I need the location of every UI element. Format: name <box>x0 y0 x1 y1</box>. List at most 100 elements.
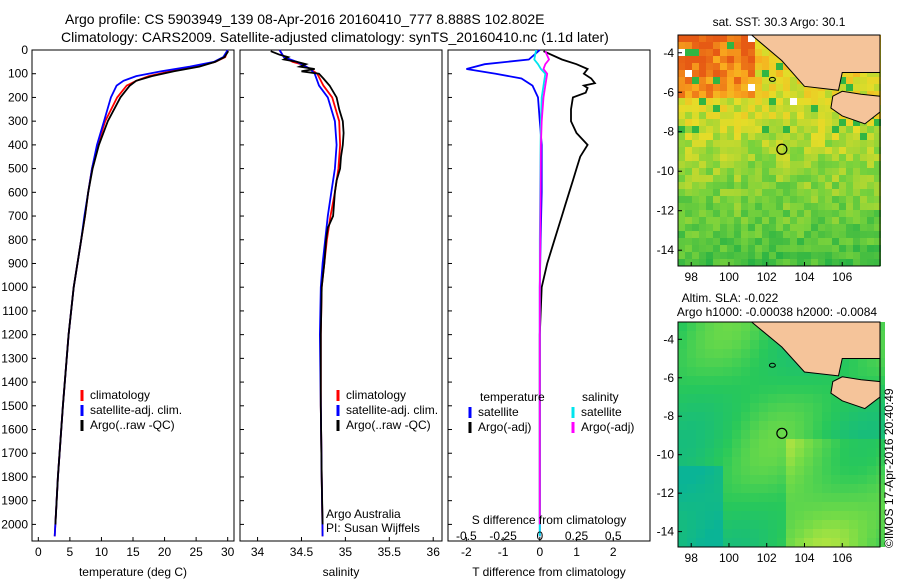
map-cell <box>732 502 741 511</box>
map-cell <box>734 49 741 56</box>
map-cell <box>687 520 696 529</box>
map-cell <box>783 70 790 77</box>
map-cell <box>759 394 768 403</box>
map-cell <box>832 119 839 126</box>
map-cell <box>762 77 769 84</box>
map-cell <box>825 189 832 196</box>
map-cell <box>759 430 768 439</box>
map-cell <box>706 119 713 126</box>
map-cell <box>797 161 804 168</box>
map-cell <box>750 484 759 493</box>
map-cell <box>786 529 795 538</box>
map-cell <box>759 385 768 394</box>
y-tick-label: 1000 <box>1 280 28 294</box>
map-cell <box>769 154 776 161</box>
map-cell <box>755 196 762 203</box>
map-cell <box>748 77 755 84</box>
map-cell <box>867 119 874 126</box>
map-cell <box>759 466 768 475</box>
map-cell <box>699 126 706 133</box>
map-cell <box>769 77 776 84</box>
map-cell <box>755 259 762 266</box>
series-line <box>466 49 543 537</box>
map-cell <box>860 175 867 182</box>
map-cell <box>768 511 777 520</box>
map-cell <box>790 182 797 189</box>
map-cell <box>832 189 839 196</box>
map-cell <box>706 147 713 154</box>
map-cell <box>687 394 696 403</box>
map-cell <box>831 403 840 412</box>
difference-panel: -2 -1 0 1 2 T difference from climatology S di… <box>447 49 651 579</box>
map-cell <box>734 252 741 259</box>
map-cell <box>874 140 881 147</box>
map-cell <box>723 475 732 484</box>
map-cell <box>790 203 797 210</box>
map-cell <box>858 538 867 547</box>
x-tick-label: 10 <box>95 545 109 559</box>
map-cell <box>685 189 692 196</box>
map-cell <box>768 457 777 466</box>
map-cell <box>867 511 876 520</box>
map-cell <box>849 538 858 547</box>
map-cell <box>720 161 727 168</box>
map-cell <box>713 119 720 126</box>
map-cell <box>687 484 696 493</box>
map-cell <box>762 112 769 119</box>
map-cell <box>860 161 867 168</box>
map-cell <box>755 182 762 189</box>
map-cell <box>818 203 825 210</box>
map-cell <box>825 112 832 119</box>
map-cell <box>777 520 786 529</box>
map-cell <box>790 105 797 112</box>
map-cell <box>732 331 741 340</box>
map-cell <box>769 217 776 224</box>
map-cell <box>750 466 759 475</box>
map-cell <box>762 98 769 105</box>
map-cell <box>678 224 685 231</box>
map-cell <box>696 484 705 493</box>
map-cell <box>714 349 723 358</box>
map-cell <box>748 112 755 119</box>
map-cell <box>720 105 727 112</box>
map-cell <box>853 77 860 84</box>
map-cell <box>692 63 699 70</box>
map-cell <box>840 448 849 457</box>
map-cell <box>825 98 832 105</box>
map-cell <box>831 394 840 403</box>
map-cell <box>804 133 811 140</box>
map-cell <box>734 189 741 196</box>
map-cell <box>811 119 818 126</box>
map-cell <box>776 182 783 189</box>
map-cell <box>867 133 874 140</box>
map-cell <box>818 175 825 182</box>
temperature-panel: 0 5 10 15 20 25 300100200300400500600700800900… <box>1 43 234 579</box>
map-cell <box>732 466 741 475</box>
map-cell <box>678 154 685 161</box>
map-cell <box>720 252 727 259</box>
map-cell <box>732 493 741 502</box>
map-cell <box>783 105 790 112</box>
map-cell <box>678 511 687 520</box>
map-cell <box>840 439 849 448</box>
map-cell <box>750 421 759 430</box>
map-cell <box>678 35 685 42</box>
map-cell <box>777 376 786 385</box>
map-cell <box>732 475 741 484</box>
map-cell <box>734 217 741 224</box>
map-cell <box>795 457 804 466</box>
map-cell <box>755 70 762 77</box>
map-cell <box>853 245 860 252</box>
map-cell <box>696 340 705 349</box>
map-cell <box>858 502 867 511</box>
map-cell <box>741 112 748 119</box>
map-cell <box>687 322 696 331</box>
map-cell <box>832 210 839 217</box>
map-cell <box>776 91 783 98</box>
map-cell <box>713 210 720 217</box>
map-cell <box>678 140 685 147</box>
map-cell <box>696 520 705 529</box>
map-cell <box>790 217 797 224</box>
map-cell <box>705 538 714 547</box>
map-cell <box>776 112 783 119</box>
